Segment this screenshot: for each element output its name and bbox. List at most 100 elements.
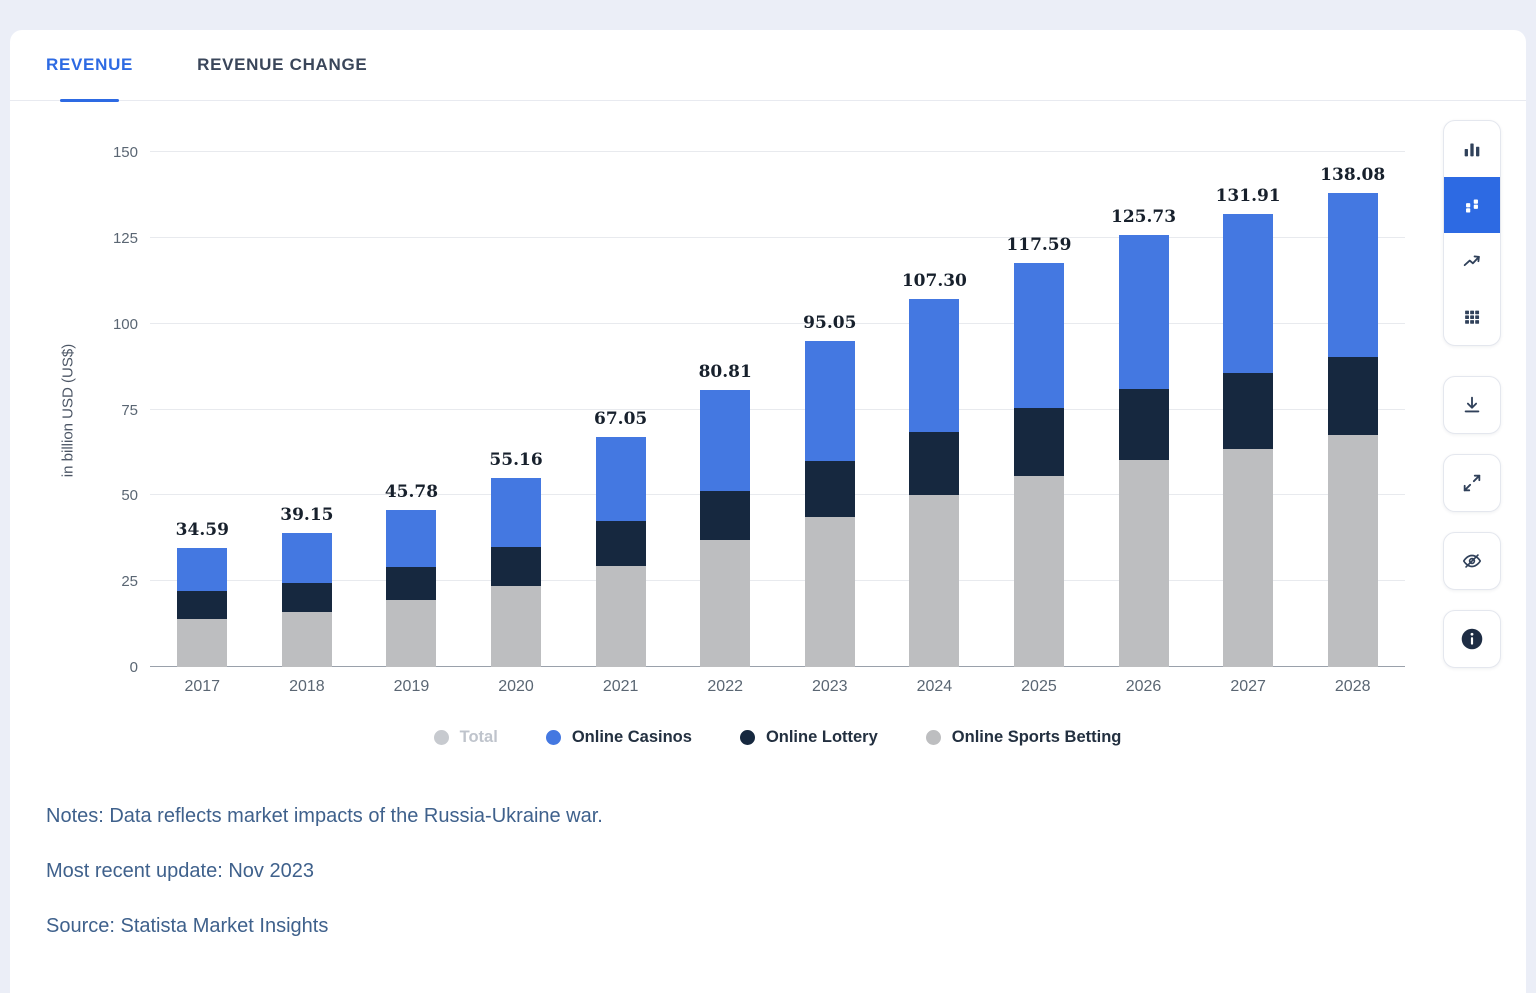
chart-type-switcher [1443,120,1501,346]
table-view-button[interactable] [1444,289,1500,345]
gridline [150,322,1405,324]
bar-segment-online-lottery-2025[interactable] [1013,408,1064,477]
total-value-label: 125.73 [1111,207,1177,228]
legend-item-online-lottery[interactable]: Online Lottery [739,728,878,747]
legend-label: Online Sports Betting [951,728,1122,746]
y-tick-label: 25 [121,573,138,591]
bar-segment-online-lottery-2028[interactable] [1327,357,1378,436]
total-value-label: 95.05 [803,312,857,333]
bar-segment-online-casinos-2023[interactable] [804,340,855,461]
y-tick-label: 75 [121,401,138,419]
total-value-label: 80.81 [698,361,752,382]
bar-segment-online-lottery-2022[interactable] [700,491,751,540]
stacked-bar-view-button[interactable] [1444,177,1500,233]
bar-segment-online-casinos-2024[interactable] [909,298,960,432]
download-icon [1464,396,1480,413]
bar-segment-online-sports-betting-2018[interactable] [281,612,332,667]
gridline [150,151,1405,152]
bar-segment-online-sports-betting-2026[interactable] [1118,459,1169,667]
bar-segment-online-lottery-2018[interactable] [281,582,332,613]
bar-segment-online-casinos-2018[interactable] [281,532,332,583]
chart-toolbar [1443,120,1501,668]
bar-segment-online-sports-betting-2022[interactable] [700,539,751,667]
bar-segment-online-casinos-2025[interactable] [1013,263,1064,409]
bar-segment-online-lottery-2023[interactable] [804,461,855,518]
total-value-label: 107.30 [901,270,967,291]
line-chart-view-button[interactable] [1444,233,1500,289]
bar-segment-online-lottery-2026[interactable] [1118,388,1169,460]
bar-segment-online-casinos-2021[interactable] [595,436,646,522]
bar-chart-icon [1464,143,1480,157]
bar-segment-online-lottery-2017[interactable] [177,591,228,619]
x-axis-line [150,666,1405,667]
bar-segment-online-casinos-2017[interactable] [177,548,228,592]
bar-segment-online-lottery-2019[interactable] [386,567,437,601]
y-tick-label: 150 [112,144,138,161]
tab-revenue-change[interactable]: REVENUE CHANGE [197,30,367,100]
gridline [150,236,1405,238]
tab-revenue[interactable]: REVENUE [46,30,134,102]
bar-segment-online-lottery-2024[interactable] [909,431,960,496]
bar-segment-online-casinos-2022[interactable] [700,389,751,492]
legend-item-total[interactable]: Total [433,728,498,747]
fullscreen-button[interactable] [1443,454,1501,512]
total-value-label: 67.05 [594,408,648,429]
bar-chart-view-button[interactable] [1444,121,1500,177]
x-tick-label: 2017 [184,678,221,695]
stacked-bar-chart-icon [1466,199,1478,213]
gridline [150,580,1405,582]
y-tick-label: 100 [112,315,138,333]
y-tick-label: 0 [129,659,138,676]
total-value-label: 55.16 [489,449,543,470]
chart-card: REVENUE REVENUE CHANGE in billion USD (U… [10,30,1526,993]
x-tick-label: 2027 [1230,678,1266,695]
x-tick-label: 2018 [289,678,325,695]
total-value-label: 34.59 [175,520,229,541]
legend-label: Online Lottery [765,728,878,746]
bar-segment-online-sports-betting-2027[interactable] [1223,448,1274,667]
bar-segment-online-casinos-2020[interactable] [491,477,542,548]
bar-segment-online-sports-betting-2025[interactable] [1013,476,1064,667]
bar-segment-online-casinos-2026[interactable] [1118,235,1169,389]
bar-segment-online-sports-betting-2024[interactable] [909,495,960,667]
bar-segment-online-sports-betting-2021[interactable] [595,565,646,667]
y-tick-label: 50 [121,487,138,505]
update-line: Most recent update: Nov 2023 [46,860,314,882]
bar-segment-online-sports-betting-2019[interactable] [386,600,437,667]
x-tick-label: 2024 [916,678,953,695]
tab-revenue-label: REVENUE [46,55,134,74]
bar-segment-online-casinos-2027[interactable] [1223,214,1274,373]
total-value-label: 117.59 [1006,235,1072,256]
download-button[interactable] [1443,376,1501,434]
hide-values-button[interactable] [1443,532,1501,590]
legend-label: Online Casinos [571,728,692,746]
gridline [150,494,1405,496]
bar-segment-online-sports-betting-2020[interactable] [491,585,542,667]
legend-dot [433,730,449,745]
x-tick-label: 2022 [707,678,743,695]
bar-segment-online-sports-betting-2028[interactable] [1327,435,1378,667]
legend-dot [545,730,561,745]
bar-segment-online-lottery-2020[interactable] [491,547,542,586]
legend-dot [739,730,755,745]
bar-segment-online-sports-betting-2023[interactable] [804,517,855,667]
legend-item-online-casinos[interactable]: Online Casinos [545,728,692,747]
x-tick-label: 2019 [393,678,430,695]
notes-section: Notes: Data reflects market impacts of t… [46,802,603,967]
notes-line: Notes: Data reflects market impacts of t… [46,805,603,827]
bar-segment-online-casinos-2028[interactable] [1327,192,1378,358]
x-tick-label: 2020 [498,678,534,695]
x-tick-label: 2028 [1334,678,1371,695]
total-value-label: 45.78 [384,481,439,502]
info-button[interactable] [1443,610,1501,668]
bar-segment-online-lottery-2021[interactable] [595,521,646,566]
bar-segment-online-sports-betting-2017[interactable] [177,618,228,667]
total-value-label: 39.15 [280,504,334,525]
bar-segment-online-casinos-2019[interactable] [386,509,437,568]
legend-item-online-sports-betting[interactable]: Online Sports Betting [925,728,1122,747]
legend-dot [925,730,941,745]
source-line: Source: Statista Market Insights [46,915,329,937]
chart-legend: Total Online Casinos Online Lottery Online … [150,728,1405,747]
bar-segment-online-lottery-2027[interactable] [1223,372,1274,449]
x-tick-label: 2025 [1021,678,1057,695]
